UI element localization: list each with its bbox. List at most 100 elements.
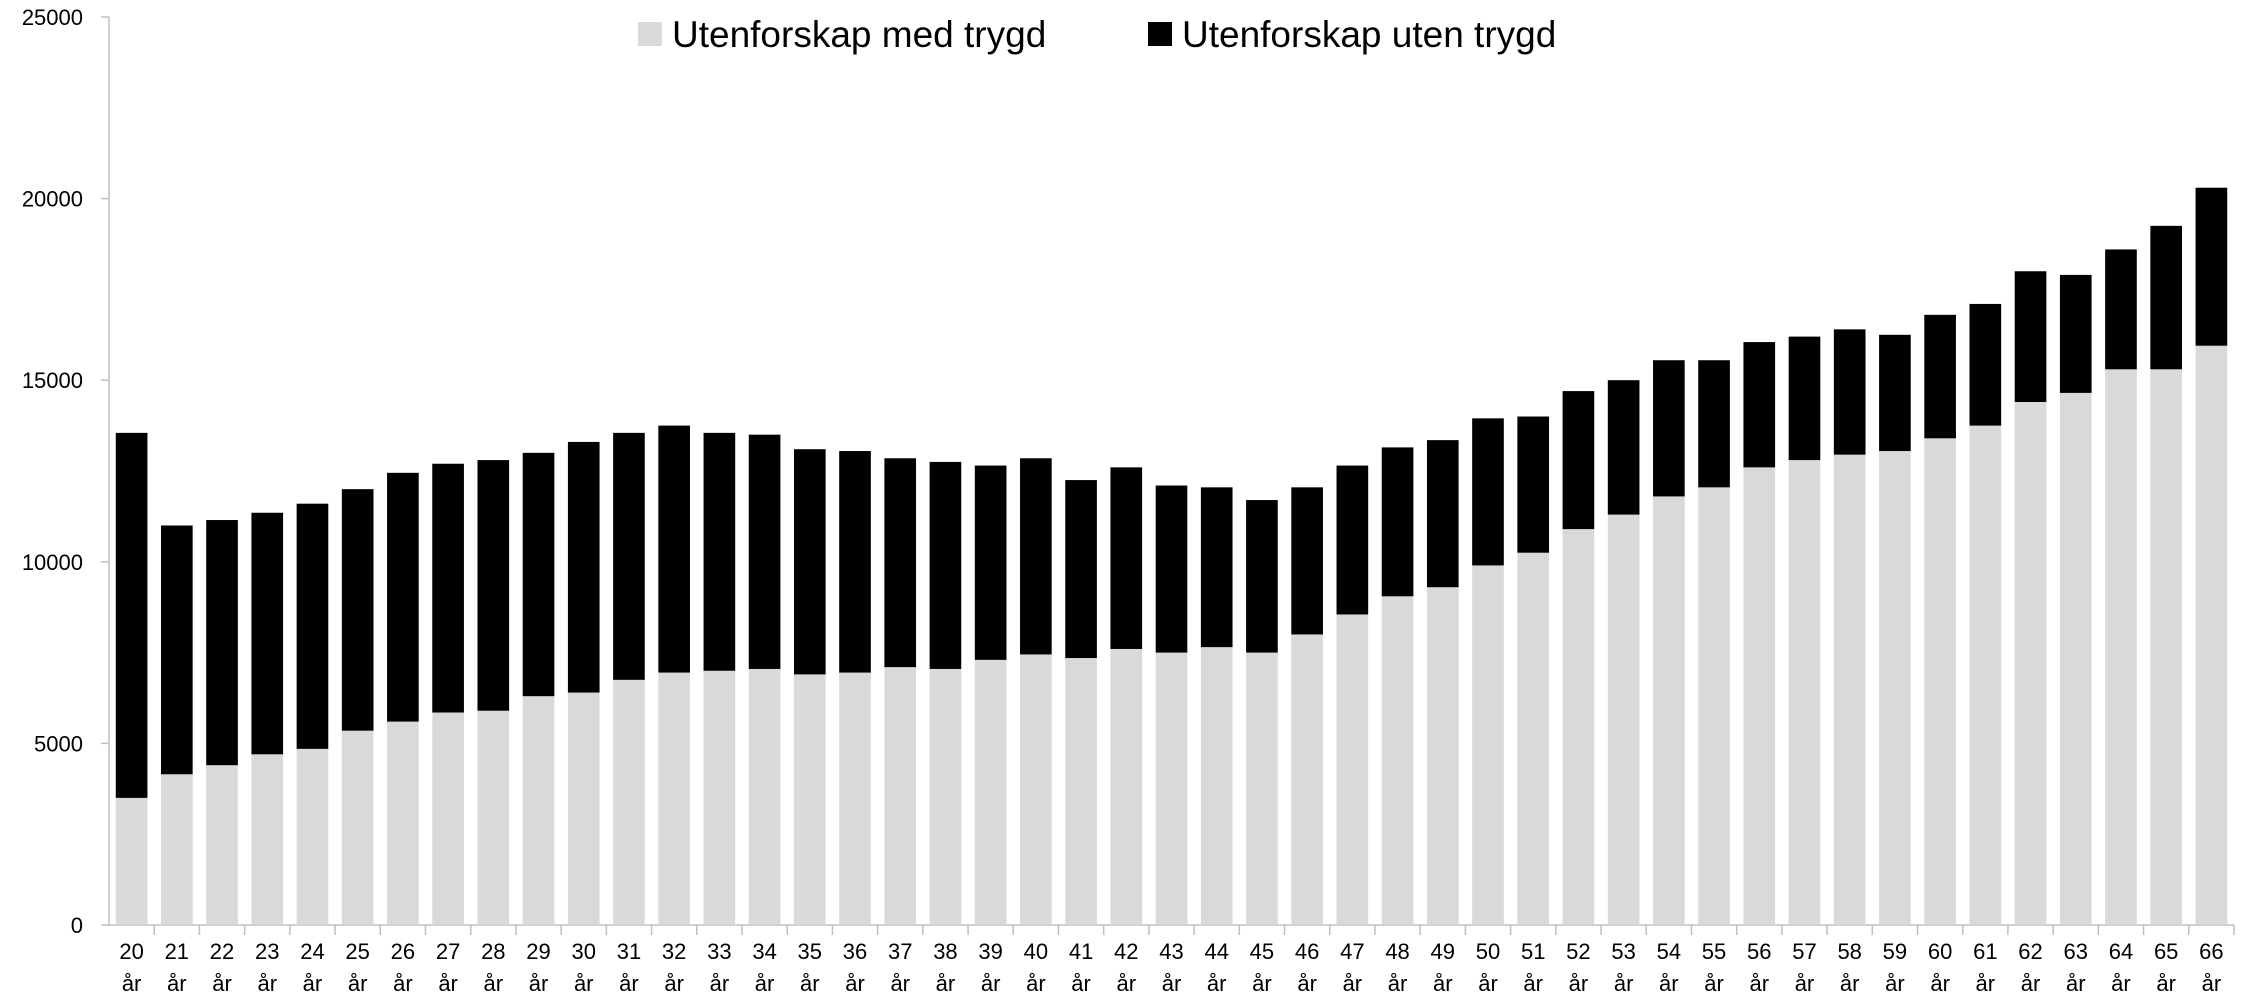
x-tick-label-line: år <box>1162 971 1182 996</box>
x-tick-label-line: år <box>2066 971 2086 996</box>
x-tick-label-line: år <box>393 971 413 996</box>
x-tick-label: 23 år <box>255 939 279 996</box>
x-tick-label-line: år <box>1749 971 1769 996</box>
x-tick-label-line: år <box>1840 971 1860 996</box>
x-tick-label-line: 31 <box>617 939 641 964</box>
bar-segment <box>1743 342 1776 468</box>
x-tick-label-line: år <box>2021 971 2041 996</box>
bar-segment <box>432 463 464 713</box>
x-tick-label-line: år <box>1071 971 1091 996</box>
x-tick-label-line: år <box>122 971 142 996</box>
x-tick-label: 43 år <box>1159 939 1183 996</box>
x-tick-label-line: år <box>710 971 730 996</box>
bar-segment <box>1969 425 2002 925</box>
x-tick-label-line: år <box>936 971 956 996</box>
bar-segment <box>2059 392 2092 925</box>
bar-segment <box>748 668 781 925</box>
x-tick-label-line: år <box>1478 971 1498 996</box>
x-tick-label-line: 49 <box>1431 939 1455 964</box>
x-tick-label-line: år <box>348 971 368 996</box>
x-tick-label: 38 år <box>933 939 957 996</box>
bar-segment <box>1200 487 1233 648</box>
bar-segment <box>1426 440 1459 588</box>
x-tick-label-line: 39 <box>978 939 1002 964</box>
bar-segment <box>793 449 826 675</box>
bar-segment <box>115 432 148 798</box>
x-tick-label: 59 år <box>1883 939 1907 996</box>
x-tick-label-line: år <box>1885 971 1905 996</box>
x-tick-label-line: år <box>981 971 1001 996</box>
x-tick-label: 42 år <box>1114 939 1138 996</box>
x-tick-label: 45 år <box>1250 939 1274 996</box>
bar-segment <box>522 696 555 925</box>
bar-segment <box>884 667 917 925</box>
x-tick-label-line: 64 <box>2109 939 2133 964</box>
x-tick-label-line: år <box>1930 971 1950 996</box>
x-tick-label-line: år <box>1388 971 1408 996</box>
bar-segment <box>1517 416 1550 553</box>
bar-segment <box>929 461 962 669</box>
legend: Utenforskap med trygd Utenforskap uten tr… <box>638 14 1556 55</box>
bar-segment <box>115 797 148 925</box>
x-tick-label: 44 år <box>1204 939 1228 996</box>
x-tick-label: 55 år <box>1702 939 1726 996</box>
x-tick-label-line: år <box>800 971 820 996</box>
x-tick-label-line: 28 <box>481 939 505 964</box>
legend-swatch <box>1148 22 1172 46</box>
bar-segment <box>1200 647 1233 925</box>
x-tick-label-line: 43 <box>1159 939 1183 964</box>
x-tick-label-line: 42 <box>1114 939 1138 964</box>
x-tick-label-line: 24 <box>300 939 324 964</box>
x-tick-label: 37 år <box>888 939 912 996</box>
bar-segment <box>839 451 871 673</box>
x-tick-label-line: 36 <box>843 939 867 964</box>
bar-segment <box>839 672 871 925</box>
bar-segment <box>1924 314 1956 439</box>
y-tick-label: 15000 <box>22 368 83 393</box>
x-tick-label: 66 år <box>2199 939 2223 996</box>
x-tick-label: 41 år <box>1069 939 1093 996</box>
x-tick-label-line: år <box>257 971 277 996</box>
x-tick-label-line: 35 <box>798 939 822 964</box>
x-tick-label: 64 år <box>2109 939 2133 996</box>
legend-swatch <box>638 22 662 46</box>
bar-segment <box>567 441 600 693</box>
bar-segment <box>2105 249 2137 370</box>
x-tick-label-line: år <box>484 971 504 996</box>
x-tick-label-line: år <box>755 971 775 996</box>
x-tick-label: 54 år <box>1657 939 1681 996</box>
x-tick-label: 30 år <box>571 939 595 996</box>
legend-label: Utenforskap med trygd <box>672 14 1046 55</box>
x-tick-label-line: 57 <box>1792 939 1816 964</box>
x-tick-label: 36 år <box>843 939 867 996</box>
bar-segment <box>1472 418 1504 566</box>
bar-segment <box>2150 225 2183 370</box>
bar-segment <box>387 472 419 722</box>
bar-segment <box>160 525 193 775</box>
x-tick-label-line: 27 <box>436 939 460 964</box>
bar-segment <box>1155 652 1188 925</box>
bar-segment <box>1607 514 1640 925</box>
x-tick-label-line: år <box>1207 971 1227 996</box>
bar-segment <box>567 692 600 925</box>
bar-segment <box>1291 487 1323 635</box>
bar-segment <box>1698 487 1730 925</box>
x-tick-label: 29 år <box>526 939 550 996</box>
bar-segment <box>2105 369 2137 926</box>
x-tick-label: 56 år <box>1747 939 1771 996</box>
bar-segment <box>1562 529 1595 925</box>
bar-segment <box>1065 480 1097 659</box>
x-tick-label-line: år <box>1659 971 1679 996</box>
x-tick-label: 58 år <box>1837 939 1861 996</box>
bar-segment <box>1607 380 1640 515</box>
bar-segment <box>1969 303 2002 426</box>
bar-segment <box>1562 391 1595 530</box>
x-tick-label-line: år <box>1795 971 1815 996</box>
x-tick-label: 34 år <box>752 939 776 996</box>
x-tick-label: 46 år <box>1295 939 1319 996</box>
bar-segment <box>1879 451 1911 925</box>
x-tick-label: 33 år <box>707 939 731 996</box>
bar-segment <box>2059 274 2092 393</box>
bar-segment <box>296 503 329 749</box>
x-tick-label-line: 45 <box>1250 939 1274 964</box>
